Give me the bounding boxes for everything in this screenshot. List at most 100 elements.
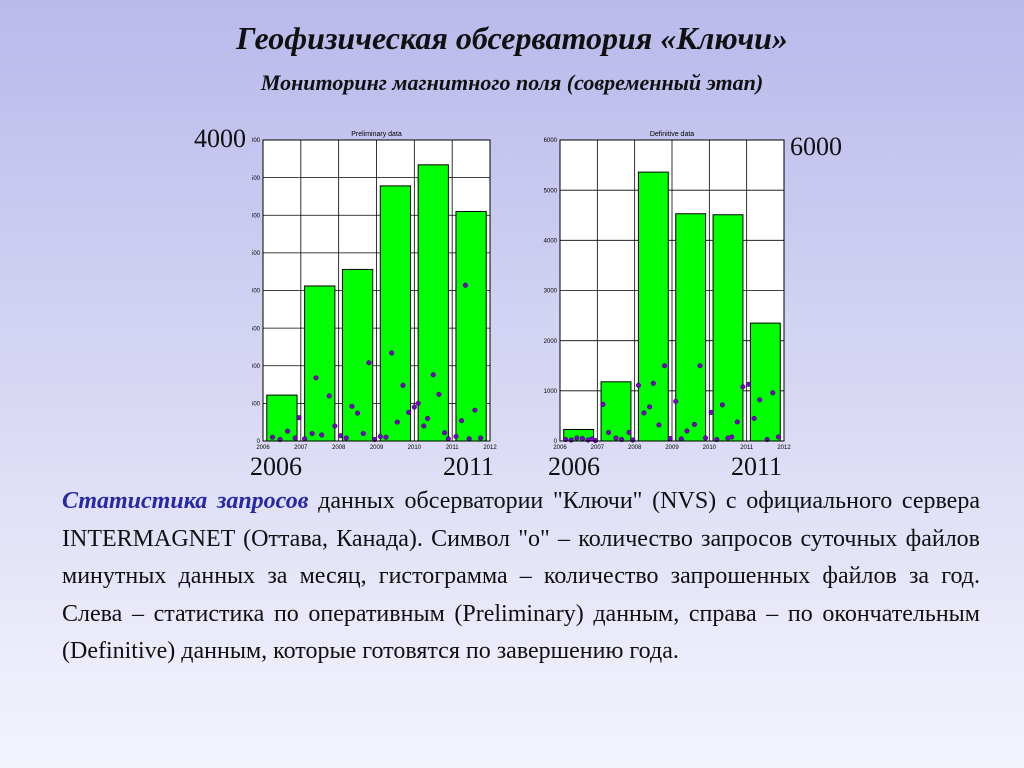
x-tick-label: 2006 [256,445,270,451]
bar [749,322,781,442]
y-tick-label: 0 [554,439,558,445]
data-marker [421,423,427,429]
data-marker [635,382,641,388]
data-marker [647,404,653,410]
x-tick-label: 2008 [332,445,346,451]
data-marker [411,404,417,410]
plot-frame [262,139,491,442]
y-tick-label: 2000 [252,289,261,295]
x-tick-label: 2010 [408,445,422,451]
data-marker [319,432,325,438]
data-marker [729,434,735,440]
y-tick-label: 4000 [252,138,261,144]
data-marker [436,391,442,397]
data-marker [661,363,668,369]
x-tick-label: 2008 [628,445,642,451]
data-marker [630,437,636,443]
description-paragraph: Статистика запросов данных обсерватории … [62,483,980,671]
bar [712,214,744,442]
y-tick-label: 3000 [544,289,558,295]
data-marker [389,350,395,356]
y-tick-label: 1500 [252,326,261,332]
data-marker [708,409,714,415]
left-x-start-label: 2006 [250,452,302,481]
data-marker [477,435,484,441]
data-marker [453,433,459,440]
left-ymax-label: 4000 [194,124,246,153]
data-marker [343,435,349,441]
bar [637,171,669,442]
data-marker [296,415,302,421]
data-marker [406,409,412,415]
y-tick-label: 0 [257,439,261,445]
definitive-chart: Definitive data 0 1000 2000 3000 4000 5000 6000… [544,131,792,451]
left-x-end-label: 2011 [443,452,495,481]
data-marker [650,380,656,386]
data-marker [302,436,308,442]
y-tick-label: 1000 [544,389,558,395]
data-marker [472,407,478,413]
bar [266,394,298,442]
description-text: данных обсерватории "Ключи" (NVS) с офиц… [62,488,980,664]
data-marker [684,428,690,434]
data-marker [574,435,580,441]
data-marker [313,375,319,381]
x-tick-label: 2006 [553,445,567,451]
description-lead: Статистика запросов [62,488,309,514]
y-tick-label: 2500 [252,251,261,257]
data-marker [292,435,298,441]
data-marker [326,393,332,399]
data-marker [394,419,400,425]
data-marker [309,430,315,437]
y-tick-label: 500 [252,402,261,408]
x-tick-label: 2007 [591,445,605,451]
data-marker [430,372,436,378]
data-marker [579,435,585,442]
preliminary-chart: Preliminary data 0 500 1000 1500 2000 2500 3000… [252,131,497,451]
bar [304,285,336,442]
right-ymax-label: 6000 [790,132,842,161]
y-tick-label: 5000 [544,188,558,194]
x-tick-label: 2011 [446,445,460,451]
x-tick-label: 2010 [703,445,717,451]
y-tick-label: 3500 [252,176,261,182]
right-x-end-label: 2011 [731,452,783,481]
data-marker [285,428,291,434]
data-marker [775,434,781,440]
data-marker [442,430,448,436]
chart-title: Definitive data [650,131,694,138]
x-tick-label: 2011 [740,445,754,451]
data-marker [332,423,338,429]
data-marker [425,415,431,421]
data-marker [605,429,612,436]
x-tick-label: 2007 [294,445,308,451]
chart-title: Preliminary data [351,131,402,138]
plot-frame [559,139,785,442]
data-marker [400,382,406,388]
data-marker [770,390,776,396]
bar [675,213,707,442]
data-marker [568,437,574,443]
x-tick-label: 2012 [483,445,497,451]
right-x-start-label: 2006 [548,452,600,481]
data-marker [751,415,757,421]
y-tick-label: 6000 [544,138,558,144]
data-marker [691,421,697,427]
x-tick-label: 2009 [370,445,384,451]
data-marker [445,436,451,442]
data-marker [673,398,679,404]
data-marker [745,381,752,387]
data-marker [592,437,599,444]
page-title: Геофизическая обсерватория «Ключи» [236,20,788,56]
data-marker [626,429,632,436]
bar [600,381,632,442]
data-marker [703,435,709,441]
data-marker [415,400,421,406]
data-marker [459,418,465,424]
bar [417,164,449,442]
x-tick-label: 2009 [665,445,679,451]
x-tick-label: 2012 [777,445,791,451]
data-marker [719,402,725,408]
y-tick-label: 4000 [544,239,558,245]
y-tick-label: 2000 [544,339,558,345]
